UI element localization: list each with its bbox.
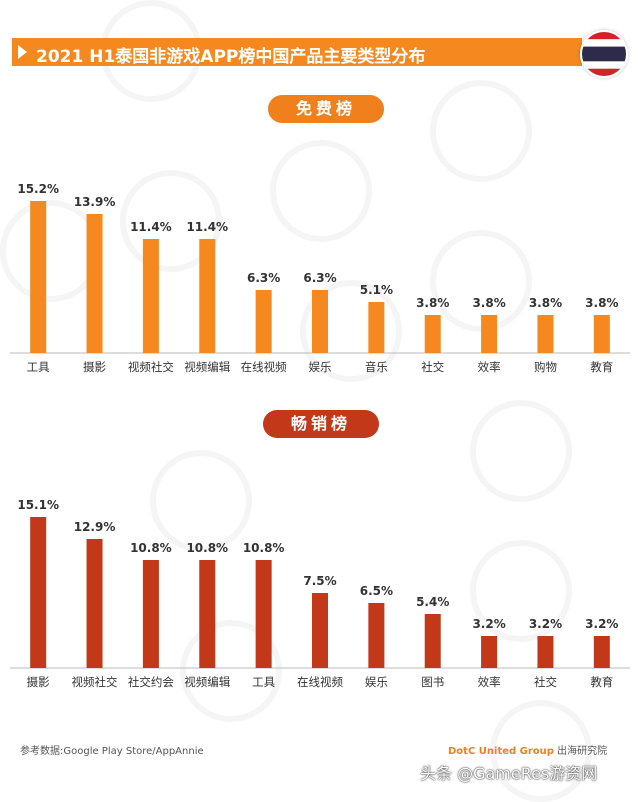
free-category-label: 工具 [27,360,50,374]
dotc-watermark-logo [180,620,282,722]
free-category-label: 音乐 [365,360,388,374]
dotc-watermark-logo [150,450,252,552]
dotc-watermark-logo [470,540,572,642]
grossing-category-label: 社交约会 [128,675,174,689]
grossing-value-label: 10.8% [186,541,228,555]
free-category-label: 在线视频 [241,360,287,374]
grossing-category-label: 娱乐 [365,675,388,689]
grossing-bar [368,603,385,668]
free-value-label: 3.8% [585,296,618,310]
arrow-icon [18,45,27,59]
grossing-category-label: 图书 [421,675,444,689]
grossing-bar [424,614,441,668]
grossing-category-label: 社交 [534,675,557,689]
brand-suffix: 出海研究院 [553,746,608,757]
page-title: 2021 H1泰国非游戏APP榜中国产品主要类型分布 [36,47,426,67]
grossing-category-label: 教育 [590,675,613,689]
free-bar [424,315,441,353]
grossing-bar [537,636,554,668]
grossing-category-label: 工具 [252,675,275,689]
free-bar [481,315,498,353]
free-bar [30,201,47,353]
grossing-value-label: 7.5% [303,574,336,588]
free-chart-title: 免费榜 [268,95,384,123]
free-bar [537,315,554,353]
grossing-value-label: 3.2% [529,617,562,631]
free-bar [593,315,610,353]
grossing-value-label: 3.2% [585,617,618,631]
free-value-label: 6.3% [247,271,280,285]
free-value-label: 11.4% [186,220,228,234]
grossing-bar [255,560,272,668]
free-bar [142,239,159,353]
grossing-value-label: 6.5% [360,584,393,598]
grossing-value-label: 12.9% [74,520,116,534]
grossing-value-label: 10.8% [130,541,172,555]
dotc-watermark-logo [300,280,402,382]
brand-name: DotC United Group [448,746,554,757]
grossing-bar [86,539,103,668]
free-bar [368,302,385,353]
grossing-category-label: 在线视频 [297,675,343,689]
free-value-label: 11.4% [130,220,172,234]
grossing-value-label: 3.2% [472,617,505,631]
grossing-value-label: 5.4% [416,595,449,609]
dotc-watermark-logo [430,230,532,332]
free-value-label: 3.8% [416,296,449,310]
data-source: 参考数据:Google Play Store/AppAnnie [20,746,204,757]
grossing-category-label: 摄影 [27,675,50,689]
free-value-label: 13.9% [74,195,116,209]
dotc-watermark-logo [120,170,222,272]
free-bar [86,214,103,353]
dotc-watermark-logo [270,140,372,242]
brand-credit: DotC United Group 出海研究院 [448,742,607,757]
grossing-bar [199,560,216,668]
grossing-category-label: 效率 [478,675,501,689]
free-value-label: 3.8% [472,296,505,310]
grossing-category-label: 视频编辑 [184,675,230,689]
dotc-watermark-logo [470,400,572,502]
free-category-label: 视频社交 [128,360,174,374]
free-bar [255,290,272,353]
thailand-flag-icon [580,30,628,78]
free-category-label: 购物 [534,360,557,374]
free-category-label: 教育 [590,360,613,374]
dotc-watermark-logo [430,80,532,182]
free-bar-chart: 15.2% 工具 13.9% 摄影 11.4% 视频社交 11.4% 视频编辑 6.3% 在线视频… [10,182,630,374]
free-value-label: 6.3% [303,271,336,285]
free-value-label: 15.2% [17,182,59,196]
free-category-label: 视频编辑 [184,360,230,374]
free-bar [312,290,328,353]
free-category-label: 娱乐 [309,360,332,374]
grossing-bar [30,517,47,668]
free-bar [199,239,216,353]
grossing-value-label: 15.1% [17,498,59,512]
free-category-label: 摄影 [83,360,106,374]
grossing-category-label: 视频社交 [72,675,118,689]
grossing-bar [142,560,159,668]
grossing-bar [312,593,328,668]
grossing-bar-chart: 15.1% 摄影 12.9% 视频社交 10.8% 社交约会 10.8% 视频编辑 10.8% 工… [10,498,630,689]
free-value-label: 5.1% [360,283,393,297]
title-banner: 2021 H1泰国非游戏APP榜中国产品主要类型分布 [12,38,582,67]
grossing-bar [481,636,498,668]
free-value-label: 3.8% [529,296,562,310]
site-watermark: 头条 @GameRes游资网 [420,764,598,783]
grossing-chart-title: 畅销榜 [263,410,379,438]
free-category-label: 社交 [421,360,444,374]
grossing-value-label: 10.8% [243,541,285,555]
free-category-label: 效率 [478,360,501,374]
grossing-bar [593,636,610,668]
